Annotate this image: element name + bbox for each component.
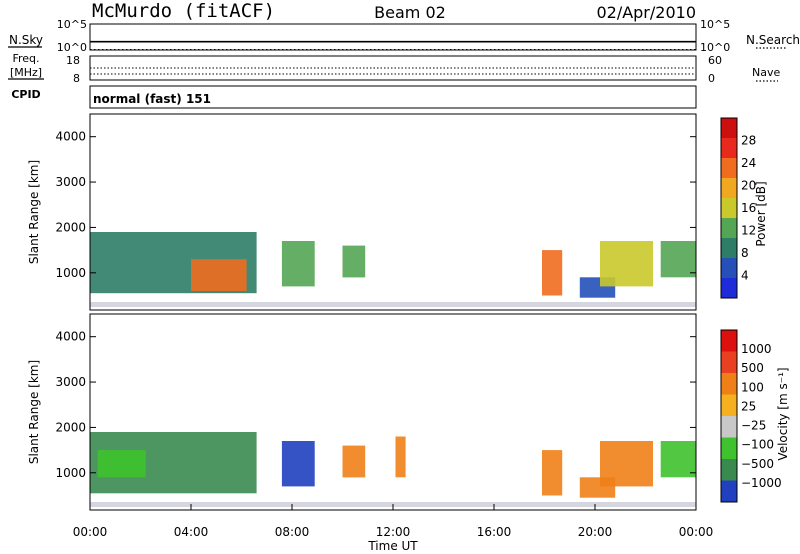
colorbar-tick-1: 24: [741, 156, 756, 170]
power-colorbar: 28 24 20 16 12 8 4: [720, 117, 756, 299]
echo-patch-7: [600, 441, 653, 487]
noise-right-tick-top: 10^5: [700, 18, 730, 31]
colorbar-cell-5: [721, 373, 737, 395]
colorbar-cell-8: [721, 118, 737, 138]
colorbar-cell-2: [721, 238, 737, 258]
xtick-label-3: 12:00: [376, 525, 411, 539]
velocity-heatmap-group: [90, 432, 696, 507]
freq-left-tick-top: 18: [66, 54, 80, 67]
power-heatmap-group: [90, 232, 696, 307]
ytick-label-3: 1000: [55, 466, 86, 480]
colorbar-cell-6: [721, 351, 737, 373]
colorbar-tick-0: 1000: [741, 342, 772, 356]
echo-patch-4: [542, 250, 563, 296]
colorbar-frame: [720, 329, 738, 503]
time-axis-group: 00:00 04:00 08:00 12:00 16:00 20:00 00:00: [73, 504, 714, 539]
colorbar-tick-2: 20: [741, 179, 756, 193]
echo-patch-5: [542, 450, 563, 496]
xtick-label-6: 00:00: [679, 525, 714, 539]
colorbar-cell-3: [721, 416, 737, 438]
ytick-label-3: 1000: [55, 266, 86, 280]
echo-patch-3: [342, 245, 366, 278]
colorbar-tick-4: 12: [741, 224, 756, 238]
colorbar-cell-1: [721, 258, 737, 278]
colorbar-tick-2: 100: [741, 380, 764, 394]
velocity-ytick-group: 4000 3000 2000 1000: [55, 330, 696, 480]
colorbar-tick-1: 500: [741, 361, 764, 375]
colorbar-cell-7: [721, 330, 737, 352]
colorbar-cell-0: [721, 278, 737, 298]
colorbar-tick-4: −25: [741, 419, 766, 433]
colorbar-tick-6: −500: [741, 457, 774, 471]
xtick-label-4: 16:00: [477, 525, 512, 539]
echo-patch-2: [281, 241, 315, 287]
colorbar-cell-1: [721, 459, 737, 481]
nave-right-tick-top: 60: [708, 54, 722, 67]
noise-series-group: [90, 40, 696, 50]
noise-left-tick-top: 10^5: [57, 18, 87, 31]
colorbar-tick-3: 25: [741, 399, 756, 413]
ytick-label-0: 4000: [55, 330, 86, 344]
cpid-text: normal (fast) 151: [93, 92, 211, 106]
colorbar-cell-5: [721, 178, 737, 198]
colorbar-cell-4: [721, 394, 737, 416]
colorbar-cell-2: [721, 437, 737, 459]
colorbar-cell-6: [721, 158, 737, 178]
colorbar-tick-5: 8: [741, 246, 749, 260]
velocity-colorbar: 1000 500 100 25 −25 −100 −500 −1000: [720, 329, 782, 503]
ground-scatter-strip: [90, 302, 696, 307]
echo-patch-3: [342, 445, 366, 478]
ytick-label-2: 2000: [55, 220, 86, 234]
nsearch-label: N.Search: [746, 33, 800, 47]
colorbar-cell-0: [721, 480, 737, 502]
echo-patch-1: [191, 259, 247, 291]
ytick-label-0: 4000: [55, 130, 86, 144]
freq-series-group: [90, 67, 696, 75]
colorbar-frame: [720, 117, 738, 299]
station-title: McMurdo (fitACF): [92, 0, 275, 22]
nave-label: Nave: [752, 66, 780, 79]
xtick-label-5: 20:00: [578, 525, 613, 539]
colorbar-tick-6: 4: [741, 269, 749, 283]
power-panel-frame: [89, 113, 697, 311]
ytick-label-2: 2000: [55, 420, 86, 434]
freq-left-tick-bottom: 8: [73, 72, 80, 85]
xtick-label-1: 04:00: [174, 525, 209, 539]
colorbar-cell-3: [721, 218, 737, 238]
echo-patch-4: [395, 436, 406, 478]
echo-patch-8: [660, 441, 696, 478]
xtick-label-2: 08:00: [275, 525, 310, 539]
cpid-panel-frame: [89, 85, 697, 109]
freq-label: Freq.: [12, 52, 39, 65]
colorbar-cell-7: [721, 138, 737, 158]
colorbar-tick-0: 28: [741, 134, 756, 148]
echo-patch-2: [281, 441, 315, 487]
noise-panel-frame: [89, 23, 697, 51]
colorbar-tick-3: 16: [741, 201, 756, 215]
colorbar-cell-4: [721, 198, 737, 218]
xtick-label-0: 00:00: [73, 525, 108, 539]
cpid-label: CPID: [11, 88, 40, 101]
velocity-ylabel: Slant Range [km]: [27, 360, 41, 464]
power-ylabel: Slant Range [km]: [27, 160, 41, 264]
velocity-colorbar-label: Velocity [m s⁻¹]: [776, 367, 790, 460]
nave-right-tick-bottom: 0: [708, 72, 715, 85]
power-colorbar-label: Power [dB]: [754, 181, 768, 246]
colorbar-tick-7: −1000: [741, 476, 782, 490]
ytick-label-1: 3000: [55, 375, 86, 389]
date-title: 02/Apr/2010: [596, 3, 696, 22]
freq-unit-label: [MHz]: [10, 66, 42, 79]
ytick-label-1: 3000: [55, 175, 86, 189]
noise-left-tick-bottom: 10^0: [57, 41, 87, 54]
echo-patch-1: [97, 450, 146, 478]
colorbar-tick-5: −100: [741, 438, 774, 452]
power-ytick-group: 4000 3000 2000 1000: [55, 130, 696, 280]
nsky-label: N.Sky: [9, 33, 43, 47]
echo-patch-6: [600, 241, 653, 287]
noise-right-tick-bottom: 10^0: [700, 41, 730, 54]
echo-patch-7: [660, 241, 696, 278]
beam-title: Beam 02: [374, 3, 446, 22]
x-axis-label: Time UT: [367, 539, 418, 553]
